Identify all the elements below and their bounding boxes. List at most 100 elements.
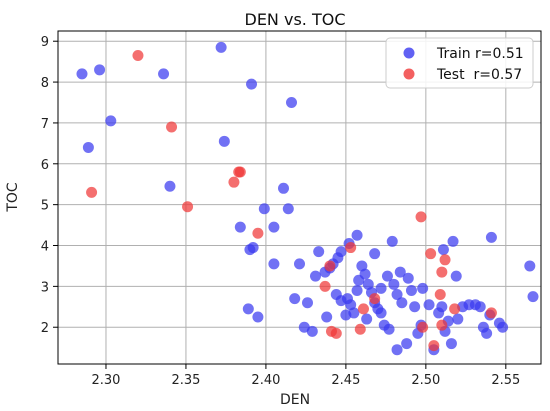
train-point (268, 258, 280, 270)
train-point (105, 115, 117, 127)
train-point (437, 244, 449, 256)
train-point (388, 278, 400, 290)
train-point (242, 303, 254, 315)
train-point (289, 293, 301, 305)
train-point (445, 338, 457, 350)
test-point (449, 303, 461, 315)
test-point (439, 254, 451, 266)
train-point (497, 321, 509, 333)
y-tick-label: 9 (41, 35, 49, 50)
train-point (301, 297, 313, 309)
test-point (345, 242, 357, 254)
legend-box (385, 37, 534, 89)
train-point (247, 242, 259, 254)
train-point (381, 270, 393, 282)
test-point (417, 321, 429, 333)
y-tick-label: 4 (41, 240, 49, 255)
train-point (361, 313, 373, 325)
y-tick-label: 8 (41, 76, 49, 91)
test-point (436, 319, 448, 331)
tick-labels: 2.30 2.35 2.40 2.45 2.50 2.55 2 3 4 5 6 7 8 9 (41, 35, 521, 388)
train-point (278, 182, 290, 194)
y-axis-label: TOC (5, 182, 21, 213)
train-point (76, 68, 88, 80)
train-point (409, 301, 421, 313)
train-point (313, 246, 325, 258)
test-point (166, 121, 178, 133)
train-point (286, 97, 298, 109)
y-tick-label: 2 (41, 321, 49, 336)
train-point (485, 231, 497, 243)
train-point (369, 248, 381, 260)
train-point (417, 282, 429, 294)
train-point (306, 325, 318, 337)
train-point (321, 311, 333, 323)
train-point (375, 307, 387, 319)
test-point (354, 323, 366, 335)
test-point (485, 307, 497, 319)
legend-train-marker (403, 47, 415, 59)
y-tick-label: 5 (41, 199, 49, 214)
train-point (215, 41, 227, 53)
y-tick-label: 6 (41, 158, 49, 173)
train-point (218, 135, 230, 147)
train-point (351, 229, 363, 241)
train-point (383, 323, 395, 335)
test-point (324, 260, 336, 272)
legend-test-label: Test r=0.57 (436, 67, 522, 83)
train-point (391, 289, 403, 301)
test-point (319, 280, 331, 292)
train-point (282, 203, 294, 215)
train-point (335, 246, 347, 258)
train-point (82, 141, 94, 153)
train-point (340, 309, 352, 321)
data-points (76, 41, 539, 356)
train-point (268, 221, 280, 233)
train-point (351, 284, 363, 296)
legend-train-label: Train r=0.51 (436, 46, 524, 62)
test-point (425, 248, 437, 260)
test-point (428, 340, 440, 352)
test-point (357, 303, 369, 315)
train-point (524, 260, 536, 272)
train-point (158, 68, 170, 80)
x-tick-label: 2.45 (331, 373, 360, 388)
test-point (434, 289, 446, 301)
train-point (447, 235, 459, 247)
train-point (94, 64, 106, 76)
train-point (401, 338, 413, 350)
x-tick-label: 2.30 (92, 373, 121, 388)
test-point (369, 293, 381, 305)
train-point (164, 180, 176, 192)
x-tick-label: 2.50 (411, 373, 440, 388)
train-point (252, 311, 264, 323)
test-point (252, 227, 264, 239)
x-tick-label: 2.40 (251, 373, 280, 388)
train-point (386, 235, 398, 247)
y-tick-label: 3 (41, 280, 49, 295)
x-axis-label: DEN (280, 392, 310, 408)
train-point (481, 327, 493, 339)
train-point (246, 78, 258, 90)
x-tick-label: 2.55 (491, 373, 520, 388)
train-point (258, 203, 270, 215)
chart-title: DEN vs. TOC (245, 10, 346, 29)
test-point (415, 211, 427, 223)
train-point (391, 344, 403, 356)
train-point (309, 270, 321, 282)
test-series (86, 50, 497, 352)
train-series (76, 41, 539, 356)
test-point (330, 327, 342, 339)
test-point (233, 166, 245, 178)
train-point (527, 291, 539, 303)
axes (53, 30, 542, 369)
train-point (423, 299, 435, 311)
train-point (450, 270, 462, 282)
x-tick-label: 2.35 (171, 373, 200, 388)
train-point (402, 272, 414, 284)
train-point (234, 221, 246, 233)
train-point (474, 301, 486, 313)
test-point (132, 50, 144, 62)
test-point (182, 201, 194, 213)
